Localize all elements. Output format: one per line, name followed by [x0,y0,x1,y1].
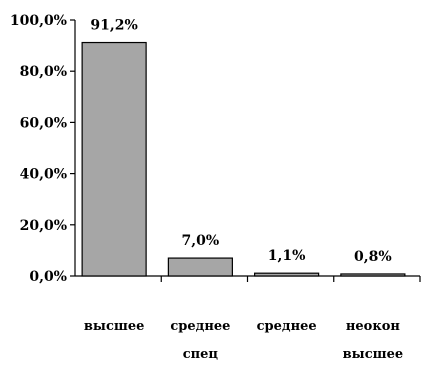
category-labels: высшее среднее спец среднее неокон высшее [84,319,403,362]
y-axis-ticks: 0,0% 20,0% 40,0% 60,0% 80,0% 100,0% [10,13,75,285]
bar [254,272,320,277]
chart-bars [81,41,406,277]
y-tick-label: 100,0% [10,13,67,29]
y-tick-label: 0,0% [29,269,67,285]
value-label: 0,8% [354,249,392,265]
category-label: среднее [170,319,230,334]
value-label: 1,1% [268,248,306,264]
category-label: спец [183,347,219,362]
bar [167,257,233,277]
y-tick-label: 80,0% [20,64,67,80]
category-label: среднее [257,319,317,334]
category-label: высшее [84,319,145,334]
y-tick-label: 60,0% [20,115,67,131]
y-tick-label: 20,0% [20,218,67,234]
bar [340,273,406,277]
category-label: высшее [343,347,404,362]
y-tick-label: 40,0% [20,167,67,183]
value-label: 7,0% [182,233,220,249]
value-label: 91,2% [90,18,137,34]
category-label: неокон [346,319,401,334]
bar [81,41,147,277]
data-labels: 91,2% 7,0% 1,1% 0,8% [90,18,391,265]
